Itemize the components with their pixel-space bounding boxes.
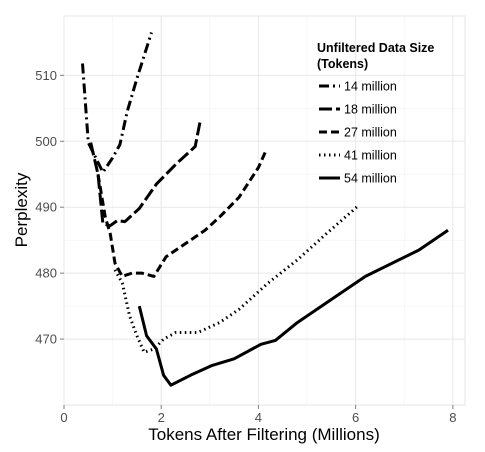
- grid-lines: [63, 16, 465, 405]
- y-tick-label: 510: [35, 68, 57, 83]
- x-tick-label: 4: [255, 410, 262, 425]
- legend-title-line2: (Tokens): [317, 57, 368, 71]
- legend-label: 27 million: [344, 126, 397, 140]
- legend-label: 54 million: [344, 172, 397, 186]
- series-line: [89, 121, 202, 228]
- x-tick-label: 6: [352, 410, 359, 425]
- panel-background: [63, 15, 466, 406]
- y-axis-title: Perplexity: [12, 172, 31, 247]
- legend-title-line1: Unfiltered Data Size: [317, 41, 434, 55]
- x-tick-label: 8: [449, 410, 456, 425]
- legend-label: 14 million: [344, 80, 397, 94]
- legend: Unfiltered Data Size (Tokens) 14 million…: [317, 41, 434, 186]
- y-tick-label: 490: [35, 200, 57, 215]
- series-line: [113, 204, 360, 354]
- tick-labels: 0 2 4 6 8 470 480 490 500 510: [35, 68, 456, 425]
- series-line: [137, 229, 449, 387]
- series-lines: [81, 32, 449, 387]
- series-line: [96, 150, 268, 278]
- x-axis-title: Tokens After Filtering (Millions): [148, 425, 379, 444]
- legend-label: 18 million: [344, 103, 397, 117]
- legend-label: 41 million: [344, 149, 397, 163]
- y-tick-label: 470: [35, 332, 57, 347]
- x-tick-label: 0: [60, 410, 67, 425]
- y-tick-label: 480: [35, 266, 57, 281]
- x-tick-label: 2: [158, 410, 165, 425]
- legend-items: 14 million 18 million 27 million 41 million…: [319, 80, 397, 186]
- y-tick-label: 500: [35, 134, 57, 149]
